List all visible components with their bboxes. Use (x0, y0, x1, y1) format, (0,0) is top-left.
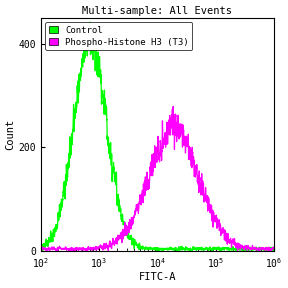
Title: Multi-sample: All Events: Multi-sample: All Events (82, 5, 232, 16)
Legend: Control, Phospho-Histone H3 (T3): Control, Phospho-Histone H3 (T3) (45, 22, 192, 50)
Y-axis label: Count: Count (5, 119, 16, 150)
X-axis label: FITC-A: FITC-A (139, 272, 176, 283)
